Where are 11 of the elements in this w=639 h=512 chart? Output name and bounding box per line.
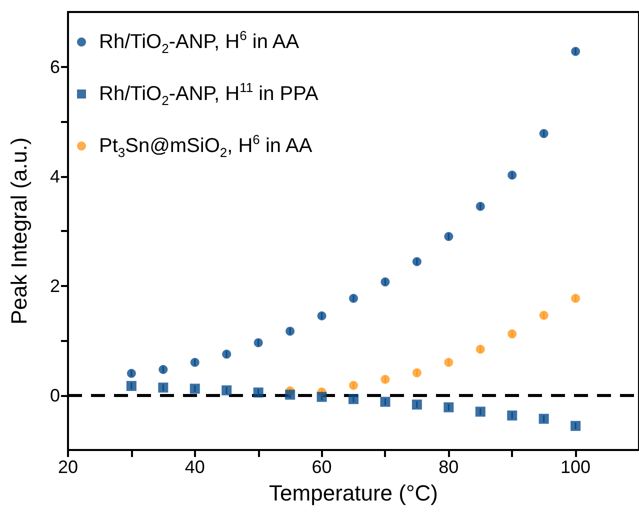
- x-tick-label: 40: [184, 457, 205, 477]
- y-tick-label: 0: [50, 385, 60, 406]
- y-axis-title: Peak Integral (a.u.): [6, 137, 32, 325]
- y-tick-label: 4: [50, 166, 60, 186]
- x-tick-label: 80: [438, 457, 459, 477]
- x-axis-title: Temperature (°C): [269, 480, 438, 506]
- x-tick-label: 20: [58, 457, 78, 477]
- y-tick-label: 2: [50, 276, 60, 296]
- y-tick-label: 6: [50, 56, 60, 77]
- x-tick-label: 100: [560, 457, 591, 477]
- x-tick-label: 60: [312, 457, 332, 477]
